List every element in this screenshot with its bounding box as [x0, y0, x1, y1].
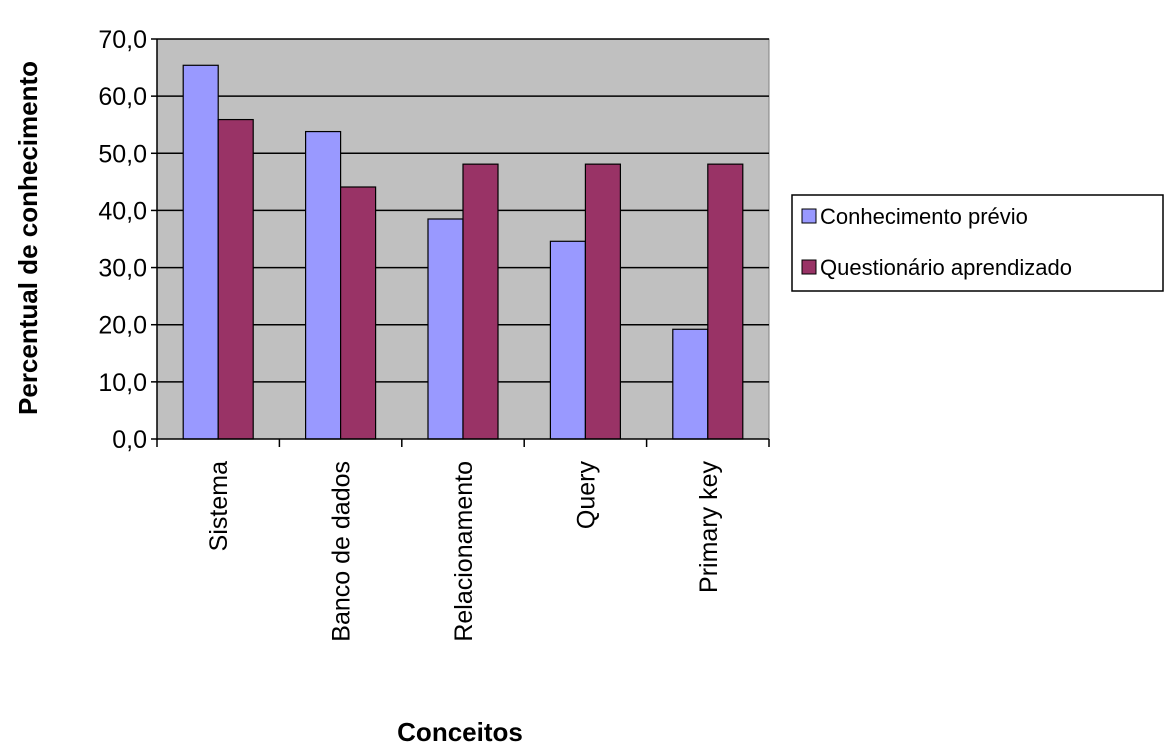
y-axis-title: Percentual de conhecimento [13, 61, 43, 415]
x-tick-labels: Sistema Banco de dados Relacionamento Query… [205, 461, 723, 642]
bar-questionario-aprendizado-query [584, 163, 622, 440]
y-tick-label: 70,0 [98, 26, 147, 54]
bar-questionario-aprendizado-banco-de-dados [340, 186, 377, 440]
bar-conhecimento-previo-banco-de-dados [305, 130, 342, 440]
legend-swatch-conhecimento-previo [801, 208, 817, 224]
x-tick-label: Banco de dados [328, 461, 356, 642]
x-tick-label: Primary key [695, 461, 723, 593]
legend: Conhecimento prévio Questionário aprendi… [791, 194, 1164, 292]
y-tick-label: 60,0 [98, 83, 147, 111]
bar-conhecimento-previo-query [549, 240, 587, 440]
legend-box [791, 194, 1164, 292]
y-tick-label: 0,0 [112, 426, 147, 454]
gridlines [157, 38, 769, 383]
bars [182, 64, 744, 440]
bar-conhecimento-previo-sistema [182, 64, 219, 440]
x-tick-label: Query [572, 461, 600, 530]
y-tick-label: 40,0 [98, 197, 147, 225]
bar-questionario-aprendizado-relacionamento [462, 163, 499, 440]
legend-swatch-questionario-aprendizado [801, 259, 817, 275]
y-tick-label: 20,0 [98, 312, 147, 340]
bar-questionario-aprendizado-sistema [217, 118, 254, 440]
legend-label-conhecimento-previo: Conhecimento prévio [820, 204, 1028, 229]
x-tick-label: Sistema [205, 461, 233, 551]
y-tick-labels: 0,0 10,0 20,0 30,0 40,0 50,0 60,0 70,0 [98, 26, 147, 454]
y-tick-label: 10,0 [98, 369, 147, 397]
y-tick-label: 50,0 [98, 140, 147, 168]
legend-label-questionario-aprendizado: Questionário aprendizado [820, 255, 1072, 280]
axes [151, 38, 770, 447]
bar-conhecimento-previo-primary-key [672, 328, 709, 440]
y-tick-label: 30,0 [98, 255, 147, 283]
x-tick-label: Relacionamento [450, 461, 478, 642]
bar-conhecimento-previo-relacionamento [427, 218, 464, 440]
bar-questionario-aprendizado-primary-key [707, 163, 744, 440]
x-axis-title: Conceitos [397, 717, 523, 747]
